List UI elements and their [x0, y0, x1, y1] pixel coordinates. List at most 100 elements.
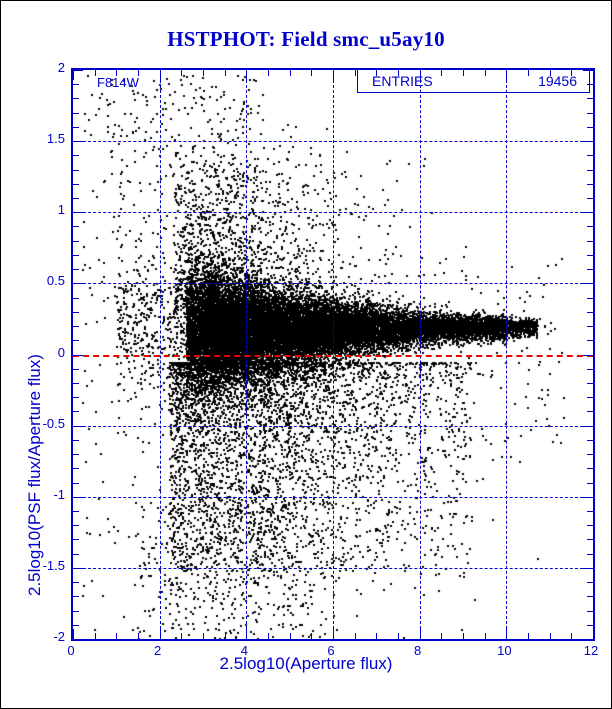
y-tick-major — [73, 212, 83, 214]
y-tick-minor — [73, 297, 79, 299]
x-tick-minor-top — [484, 70, 486, 76]
y-tick-major-right — [583, 283, 593, 285]
plot-frame — [71, 68, 595, 641]
x-tick-major-top — [419, 70, 421, 80]
y-tick-major-right — [583, 496, 593, 498]
filter-label: F814W — [97, 75, 139, 90]
y-tick-label: -2 — [53, 629, 65, 644]
y-tick-minor-right — [587, 340, 593, 342]
x-tick-label: 10 — [497, 643, 512, 658]
y-tick-minor-right — [587, 582, 593, 584]
y-tick-label: -0.5 — [42, 415, 65, 431]
y-tick-minor — [73, 112, 79, 114]
x-tick-major — [333, 629, 334, 639]
x-tick-minor-top — [289, 70, 291, 76]
y-tick-minor-right — [587, 112, 593, 114]
y-tick-minor — [73, 411, 79, 413]
y-tick-label: -1 — [53, 486, 65, 502]
y-tick-minor — [73, 510, 79, 512]
y-tick-minor — [73, 254, 79, 256]
y-tick-minor — [73, 326, 79, 328]
x-tick-label: 12 — [583, 643, 599, 658]
entries-box: ENTRIES 19456 — [357, 69, 590, 93]
x-tick-minor-top — [116, 70, 118, 76]
y-tick-minor — [73, 624, 79, 626]
y-tick-minor — [73, 198, 79, 200]
x-tick-minor — [528, 633, 529, 639]
y-tick-minor-right — [587, 155, 593, 157]
x-tick-minor — [203, 633, 204, 639]
x-tick-minor — [268, 633, 269, 639]
x-tick-major — [419, 629, 421, 639]
y-tick-minor-right — [587, 482, 593, 484]
y-tick-minor-right — [587, 468, 593, 470]
x-tick-minor — [354, 633, 356, 639]
entries-value: 19456 — [538, 73, 577, 89]
x-tick-major — [159, 629, 161, 639]
x-tick-minor — [94, 633, 96, 639]
y-tick-minor-right — [587, 624, 593, 626]
x-tick-major — [73, 629, 74, 639]
y-tick-minor — [73, 155, 79, 157]
x-tick-minor-top — [549, 70, 551, 76]
y-tick-minor — [73, 226, 79, 228]
y-tick-major — [73, 354, 83, 356]
x-tick-minor — [376, 633, 378, 639]
y-tick-major — [73, 70, 83, 71]
page-title: HSTPHOT: Field smc_u5ay10 — [167, 27, 445, 51]
y-tick-minor-right — [587, 226, 593, 228]
x-tick-minor-top — [463, 70, 464, 76]
y-tick-minor-right — [587, 183, 593, 185]
y-tick-minor — [73, 610, 79, 612]
y-tick-label: 0.5 — [46, 273, 65, 289]
y-tick-minor-right — [587, 169, 593, 171]
y-tick-minor-right — [587, 610, 593, 612]
y-tick-label: 1 — [57, 202, 65, 218]
y-tick-minor — [73, 84, 79, 86]
y-tick-minor-right — [587, 269, 593, 271]
x-tick-minor-top — [181, 70, 183, 76]
y-tick-label: 0 — [57, 344, 65, 360]
y-tick-major-right — [583, 354, 593, 356]
y-tick-minor — [73, 183, 79, 185]
y-tick-minor-right — [587, 198, 593, 200]
gridline-horizontal — [73, 141, 593, 143]
y-tick-major — [73, 283, 83, 285]
x-tick-minor-top — [224, 70, 226, 76]
x-tick-minor — [463, 633, 464, 639]
y-tick-minor-right — [587, 454, 593, 456]
y-tick-minor-right — [587, 311, 593, 313]
x-tick-minor — [398, 633, 399, 639]
x-tick-label: 8 — [414, 643, 422, 658]
x-tick-minor — [311, 633, 313, 639]
y-tick-minor-right — [587, 98, 593, 100]
y-tick-minor — [73, 311, 79, 313]
x-tick-minor — [289, 633, 291, 639]
x-tick-label: 2 — [154, 643, 162, 658]
y-tick-label: -1.5 — [42, 557, 65, 573]
plot-area — [73, 70, 593, 639]
x-tick-minor — [138, 633, 139, 639]
y-tick-minor-right — [587, 382, 593, 384]
gridline-horizontal — [73, 425, 593, 427]
y-tick-minor-right — [587, 84, 593, 86]
y-tick-minor-right — [587, 411, 593, 413]
y-tick-major-right — [583, 141, 593, 143]
y-tick-major-right — [583, 212, 593, 214]
x-tick-minor — [571, 633, 573, 639]
y-tick-minor-right — [587, 397, 593, 399]
x-tick-minor — [181, 633, 183, 639]
y-tick-major-right — [583, 567, 593, 569]
y-tick-minor — [73, 468, 79, 470]
x-tick-minor-top — [571, 70, 573, 76]
x-tick-minor — [116, 633, 118, 639]
y-tick-minor-right — [587, 254, 593, 256]
y-tick-minor-right — [587, 126, 593, 128]
x-tick-label: 0 — [67, 643, 75, 658]
x-tick-major-top — [159, 70, 161, 80]
y-tick-minor-right — [587, 596, 593, 598]
x-tick-major-top — [246, 70, 248, 80]
y-tick-minor — [73, 340, 79, 342]
y-tick-minor — [73, 539, 79, 541]
y-tick-minor — [73, 439, 79, 441]
